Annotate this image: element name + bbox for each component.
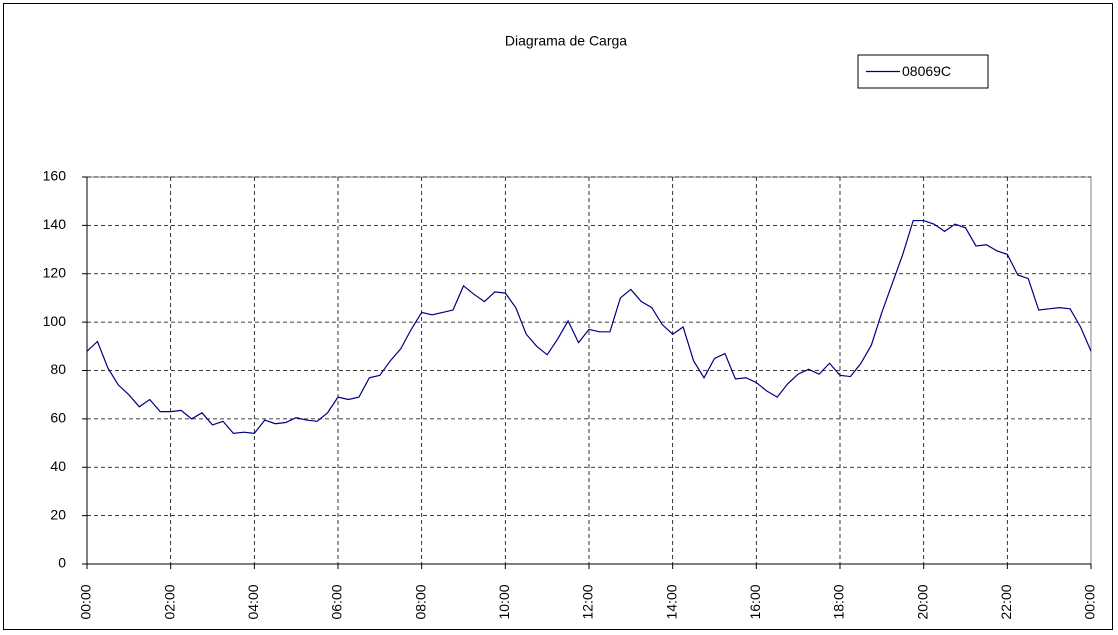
x-tick-label: 00:00 [78, 584, 94, 619]
y-tick-label: 120 [43, 264, 67, 280]
x-tick-label: 20:00 [914, 584, 930, 619]
legend-label: 08069C [902, 63, 951, 79]
x-tick-label: 00:00 [1082, 584, 1098, 619]
x-tick-label: 16:00 [747, 584, 763, 619]
x-tick-label: 22:00 [998, 584, 1014, 619]
y-tick-label: 40 [50, 458, 66, 474]
x-tick-label: 08:00 [412, 584, 428, 619]
x-tick-label: 04:00 [245, 584, 261, 619]
chart-title: Diagrama de Carga [505, 33, 627, 49]
x-tick-label: 06:00 [329, 584, 345, 619]
x-tick-label: 18:00 [831, 584, 847, 619]
x-tick-label: 12:00 [580, 584, 596, 619]
x-tick-label: 10:00 [496, 584, 512, 619]
x-tick-label: 14:00 [663, 584, 679, 619]
y-tick-label: 100 [43, 313, 67, 329]
y-tick-label: 80 [50, 361, 66, 377]
y-tick-label: 60 [50, 410, 66, 426]
x-tick-label: 02:00 [161, 584, 177, 619]
series-line [86, 219, 1092, 435]
y-tick-label: 140 [43, 216, 67, 232]
y-tick-label: 160 [43, 168, 67, 184]
y-tick-label: 0 [58, 555, 66, 571]
y-tick-label: 20 [50, 506, 66, 522]
